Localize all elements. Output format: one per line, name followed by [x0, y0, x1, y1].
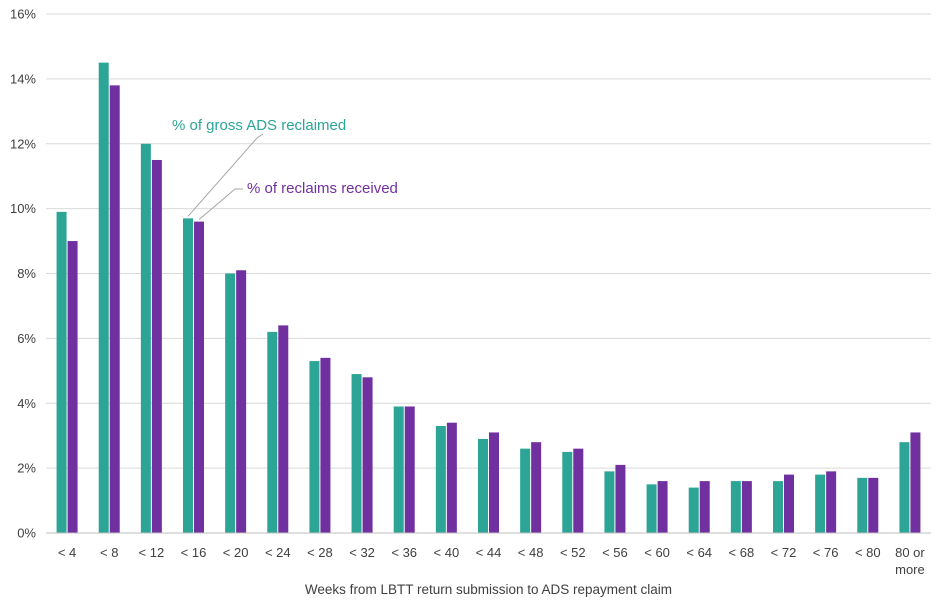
bar-reclaims-received	[573, 448, 584, 533]
bar-gross-ads-reclaimed	[393, 406, 404, 533]
bar-gross-ads-reclaimed	[351, 374, 362, 533]
x-tick-label: < 16	[181, 545, 207, 560]
bar-gross-ads-reclaimed	[267, 331, 278, 533]
y-tick-label: 16%	[10, 7, 36, 22]
x-axis-label: Weeks from LBTT return submission to ADS…	[305, 582, 672, 597]
gridlines	[46, 13, 931, 469]
bar-reclaims-received	[910, 432, 921, 533]
x-tick-label: < 32	[349, 545, 375, 560]
bar-gross-ads-reclaimed	[435, 425, 446, 533]
annotations: % of gross ADS reclaimed % of reclaims re…	[172, 117, 398, 220]
x-tick-label: < 4	[58, 545, 76, 560]
bar-gross-ads-reclaimed	[857, 477, 868, 533]
bar-reclaims-received	[404, 406, 415, 533]
x-tick-label: < 68	[729, 545, 755, 560]
bar-reclaims-received	[236, 270, 247, 533]
x-tick-label: < 76	[813, 545, 839, 560]
x-tick-label: < 8	[100, 545, 118, 560]
bars	[56, 62, 921, 534]
x-tick-label: < 72	[771, 545, 797, 560]
annotation-leader-line	[187, 133, 264, 217]
bar-reclaims-received	[109, 85, 120, 534]
y-tick-label: 12%	[10, 136, 36, 151]
x-axis-ticks: < 4 < 8 < 12 < 16 < 20 < 24 < 28 < 32 < 36 < 40 < …	[58, 545, 926, 577]
x-tick-label: < 80	[855, 545, 881, 560]
bar-reclaims-received	[784, 474, 794, 533]
bar-gross-ads-reclaimed	[309, 361, 320, 533]
bar-reclaims-received	[320, 357, 331, 533]
y-tick-label: 10%	[10, 201, 36, 216]
x-tick-label: < 36	[391, 545, 417, 560]
bar-reclaims-received	[615, 464, 626, 533]
series-annotation-label: % of gross ADS reclaimed	[172, 117, 346, 134]
bar-gross-ads-reclaimed	[899, 442, 910, 533]
bar-reclaims-received	[194, 221, 204, 533]
bar-gross-ads-reclaimed	[140, 143, 151, 533]
x-tick-label: < 28	[307, 545, 333, 560]
bar-reclaims-received	[868, 477, 879, 533]
bar-reclaims-received	[362, 377, 373, 533]
x-tick-label: 80 or more	[895, 545, 925, 577]
bar-reclaims-received	[151, 159, 162, 533]
x-tick-label: < 40	[434, 545, 460, 560]
bar-gross-ads-reclaimed	[604, 471, 615, 533]
bar-gross-ads-reclaimed	[225, 273, 236, 533]
bar-reclaims-received	[531, 442, 542, 533]
x-tick-label: < 20	[223, 545, 249, 560]
bar-gross-ads-reclaimed	[815, 474, 826, 533]
bar-gross-ads-reclaimed	[646, 484, 657, 533]
y-tick-label: 8%	[17, 266, 36, 281]
bar-gross-ads-reclaimed	[98, 62, 109, 533]
bar-reclaims-received	[489, 432, 499, 533]
x-tick-label: < 44	[476, 545, 502, 560]
y-tick-label: 2%	[17, 461, 36, 476]
series-annotation-label: % of reclaims received	[247, 180, 398, 197]
bar-gross-ads-reclaimed	[688, 487, 699, 533]
bar-reclaims-received	[826, 471, 837, 533]
x-tick-label: < 12	[139, 545, 165, 560]
x-tick-label: < 64	[686, 545, 712, 560]
x-tick-label: < 24	[265, 545, 291, 560]
bar-gross-ads-reclaimed	[773, 481, 783, 533]
bar-reclaims-received	[699, 481, 710, 533]
y-axis-ticks: 0% 2% 4% 6% 8% 10% 12% 14% 16%	[10, 7, 36, 541]
y-tick-label: 0%	[17, 526, 36, 541]
bar-gross-ads-reclaimed	[520, 448, 531, 533]
y-tick-label: 14%	[10, 71, 36, 86]
bar-gross-ads-reclaimed	[478, 438, 488, 533]
bar-reclaims-received	[67, 241, 78, 533]
bar-reclaims-received	[446, 422, 457, 533]
bar-gross-ads-reclaimed	[562, 451, 573, 533]
x-tick-label: < 56	[602, 545, 628, 560]
bar-gross-ads-reclaimed	[730, 481, 741, 533]
x-tick-label: < 60	[644, 545, 670, 560]
x-tick-label: < 48	[518, 545, 544, 560]
y-tick-label: 4%	[17, 396, 36, 411]
x-tick-label: < 52	[560, 545, 586, 560]
bar-reclaims-received	[657, 481, 668, 533]
bar-gross-ads-reclaimed	[183, 218, 193, 533]
annotation-leader-line	[198, 188, 243, 220]
bar-reclaims-received	[278, 325, 289, 533]
bar-reclaims-received	[741, 481, 752, 533]
y-tick-label: 6%	[17, 331, 36, 346]
bar-gross-ads-reclaimed	[56, 211, 67, 533]
